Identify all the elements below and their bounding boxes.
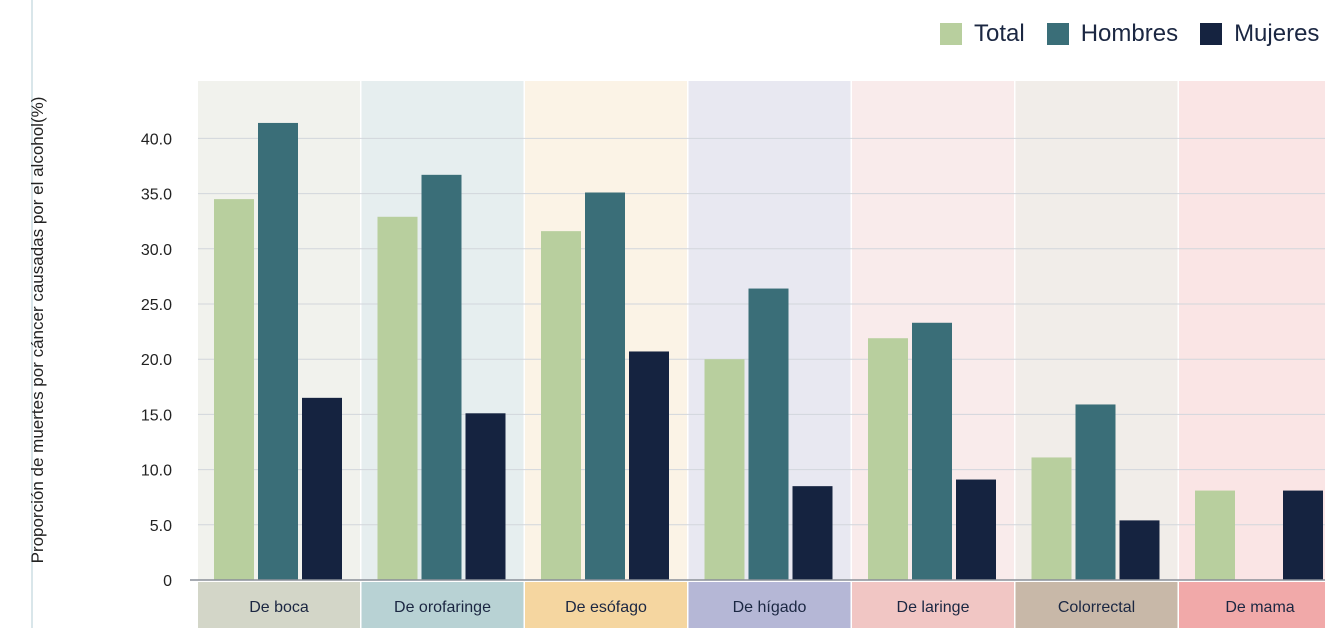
- bar-mujeres: [956, 479, 996, 580]
- category-label-box: [198, 582, 360, 628]
- x-tick-label: De hígado: [733, 599, 807, 616]
- y-tick-label: 35.0: [141, 187, 172, 204]
- bar-mujeres: [792, 486, 833, 580]
- y-tick-label: 40.0: [141, 131, 172, 148]
- y-tick-label: 25.0: [141, 297, 172, 314]
- x-tick-label: De orofaringe: [394, 599, 491, 616]
- x-tick-label: De esófago: [565, 599, 647, 616]
- category-label-box: [361, 582, 524, 628]
- x-tick-label: Colorrectal: [1058, 599, 1135, 616]
- bar-total: [704, 359, 745, 580]
- bar-total: [1195, 490, 1235, 580]
- bar-hombres: [1075, 404, 1116, 580]
- bar-hombres: [912, 322, 952, 580]
- legend-item-hombres: Hombres: [1046, 20, 1179, 48]
- y-tick-label: 15.0: [141, 407, 172, 424]
- legend: Total Hombres Mujeres: [940, 18, 1325, 50]
- bar-hombres: [585, 192, 625, 580]
- left-rule: [31, 0, 33, 628]
- category-label-box: [1015, 582, 1178, 628]
- legend-swatch-total: [940, 23, 962, 45]
- y-tick-label: 10.0: [141, 463, 172, 480]
- bar-total: [1031, 457, 1072, 580]
- bar-total: [541, 231, 581, 581]
- legend-swatch-hombres: [1046, 23, 1069, 45]
- legend-label-total: Total: [974, 20, 1025, 47]
- y-tick-label: 0: [163, 573, 172, 590]
- x-tick-label: De mama: [1225, 599, 1294, 616]
- category-label-box: [1179, 582, 1325, 628]
- bar-total: [214, 199, 254, 580]
- x-tick-label: De boca: [249, 599, 309, 616]
- bar-mujeres: [302, 397, 342, 580]
- bar-mujeres: [629, 351, 669, 580]
- legend-label-hombres: Hombres: [1080, 20, 1179, 47]
- bar-hombres: [421, 174, 462, 580]
- legend-swatch-mujeres: [1200, 23, 1223, 45]
- bar-hombres: [258, 122, 298, 580]
- category-label-box: [525, 582, 687, 628]
- bar-mujeres: [1119, 520, 1160, 580]
- category-label-box: [852, 582, 1014, 628]
- y-tick-label: 30.0: [141, 242, 172, 259]
- legend-label-mujeres: Mujeres: [1234, 20, 1320, 47]
- legend-item-mujeres: Mujeres: [1200, 20, 1319, 48]
- bar-hombres: [748, 288, 789, 580]
- category-label-box: [688, 582, 851, 628]
- y-tick-label: 5.0: [150, 518, 172, 535]
- y-tick-label: 20.0: [141, 352, 172, 369]
- bar-mujeres: [465, 413, 506, 580]
- x-tick-label: De laringe: [897, 599, 970, 616]
- bar-total: [868, 338, 908, 580]
- bar-mujeres: [1283, 490, 1323, 580]
- bar-total: [377, 216, 418, 580]
- legend-item-total: Total: [940, 20, 1025, 48]
